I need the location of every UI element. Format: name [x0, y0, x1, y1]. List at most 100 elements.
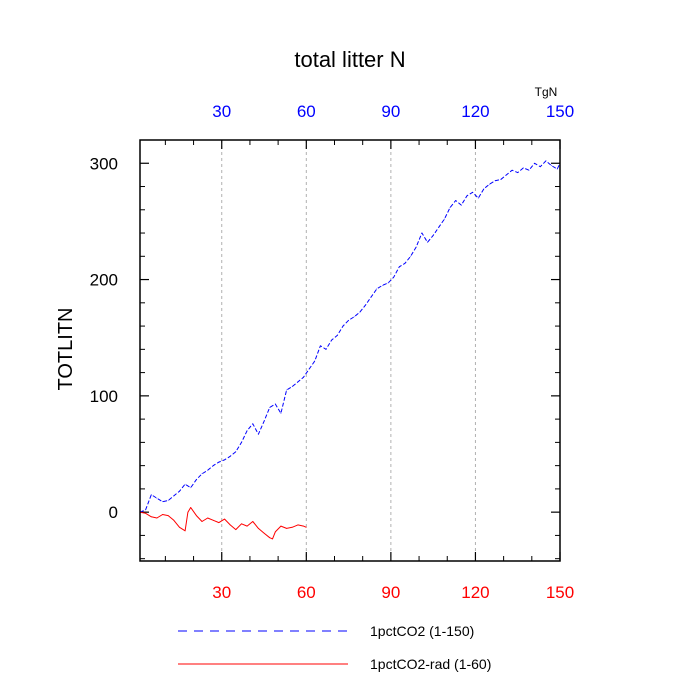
data-point [241, 523, 242, 525]
plot-frame [139, 139, 561, 562]
data-point [162, 514, 163, 515]
data-point [342, 325, 344, 327]
data-point [376, 288, 378, 290]
data-point [229, 524, 231, 526]
data-point [522, 167, 524, 169]
data-point [314, 360, 316, 362]
y-tick-label: 0 [109, 503, 118, 522]
data-point [167, 500, 169, 501]
data-point [477, 197, 479, 199]
y-tick-label: 300 [90, 154, 118, 173]
data-point [173, 495, 175, 497]
data-point [195, 479, 197, 480]
data-point [517, 172, 519, 173]
data-point [246, 430, 248, 432]
gridlines [221, 140, 476, 561]
data-point [274, 531, 276, 533]
data-point [398, 266, 400, 268]
x-tick-label-top: 30 [212, 102, 231, 121]
data-point [184, 483, 186, 485]
data-point [466, 195, 468, 197]
legend-label: 1pctCO2 (1-150) [370, 623, 474, 639]
x-tick-label-top: 120 [461, 102, 489, 121]
data-point [235, 529, 237, 530]
data-point [218, 522, 220, 524]
data-point [257, 528, 259, 529]
data-point [393, 276, 395, 278]
data-point [269, 407, 271, 408]
data-point [201, 521, 203, 522]
data-point [303, 525, 304, 527]
data-point [494, 180, 496, 182]
data-point [483, 188, 485, 190]
data-point [190, 487, 192, 489]
data-point [150, 494, 152, 496]
data-point [305, 526, 307, 528]
data-point [241, 441, 242, 443]
data-point [291, 386, 293, 387]
data-point [145, 512, 147, 514]
y-axis-label: TOTLITN [55, 308, 77, 391]
chart-title: total litter N [294, 47, 405, 72]
data-point [528, 169, 530, 171]
data-point [235, 451, 237, 453]
series-line-1pctco2 [139, 160, 561, 513]
data-point [145, 509, 147, 511]
data-point [348, 319, 349, 321]
data-point [455, 200, 457, 201]
data-point [297, 381, 299, 383]
data-point [545, 160, 547, 162]
data-point [286, 528, 287, 529]
data-point [500, 179, 502, 180]
data-point [207, 469, 209, 471]
data-point [187, 511, 189, 513]
data-point [320, 345, 321, 347]
data-point [269, 537, 271, 539]
data-point [449, 207, 451, 208]
units-label: TgN [535, 85, 558, 99]
data-point [179, 490, 180, 492]
data-point [382, 284, 383, 286]
data-point [365, 304, 366, 306]
x-tick-label-bottom: 30 [212, 583, 231, 602]
x-tick-label-top: 60 [297, 102, 316, 121]
legend-label: 1pctCO2-rad (1-60) [370, 656, 491, 672]
data-point [195, 515, 197, 517]
data-point [291, 526, 293, 528]
data-point [252, 423, 254, 425]
data-point [229, 455, 231, 457]
data-point [286, 389, 287, 391]
series-line-1pctco2-rad [139, 507, 307, 540]
data-point [156, 517, 158, 519]
data-point [511, 169, 513, 171]
data-point [534, 162, 536, 164]
data-point [303, 376, 304, 378]
legend: 1pctCO2 (1-150) 1pctCO2-rad (1-60) [178, 623, 491, 672]
data-series [139, 160, 561, 540]
data-point [252, 521, 254, 522]
data-point [556, 168, 558, 170]
data-point [359, 311, 361, 313]
x-tick-label-bottom: 90 [381, 583, 400, 602]
data-point [224, 518, 225, 520]
x-tick-label-bottom: 120 [461, 583, 489, 602]
data-point [539, 166, 541, 168]
data-point [280, 525, 282, 527]
data-point [173, 519, 175, 521]
x-tick-label-top: 90 [381, 102, 400, 121]
y-tick-label: 100 [90, 387, 118, 406]
data-point [325, 348, 327, 350]
axis-ticks [140, 139, 561, 561]
data-point [272, 538, 273, 540]
data-point [404, 262, 406, 264]
data-point [224, 459, 225, 461]
x-tick-label-bottom: 150 [546, 583, 574, 602]
data-point [246, 525, 248, 527]
data-point [274, 403, 276, 405]
data-point [280, 412, 282, 414]
data-point [297, 524, 299, 526]
data-point [257, 433, 259, 435]
data-point [472, 191, 474, 193]
data-point [460, 204, 462, 206]
